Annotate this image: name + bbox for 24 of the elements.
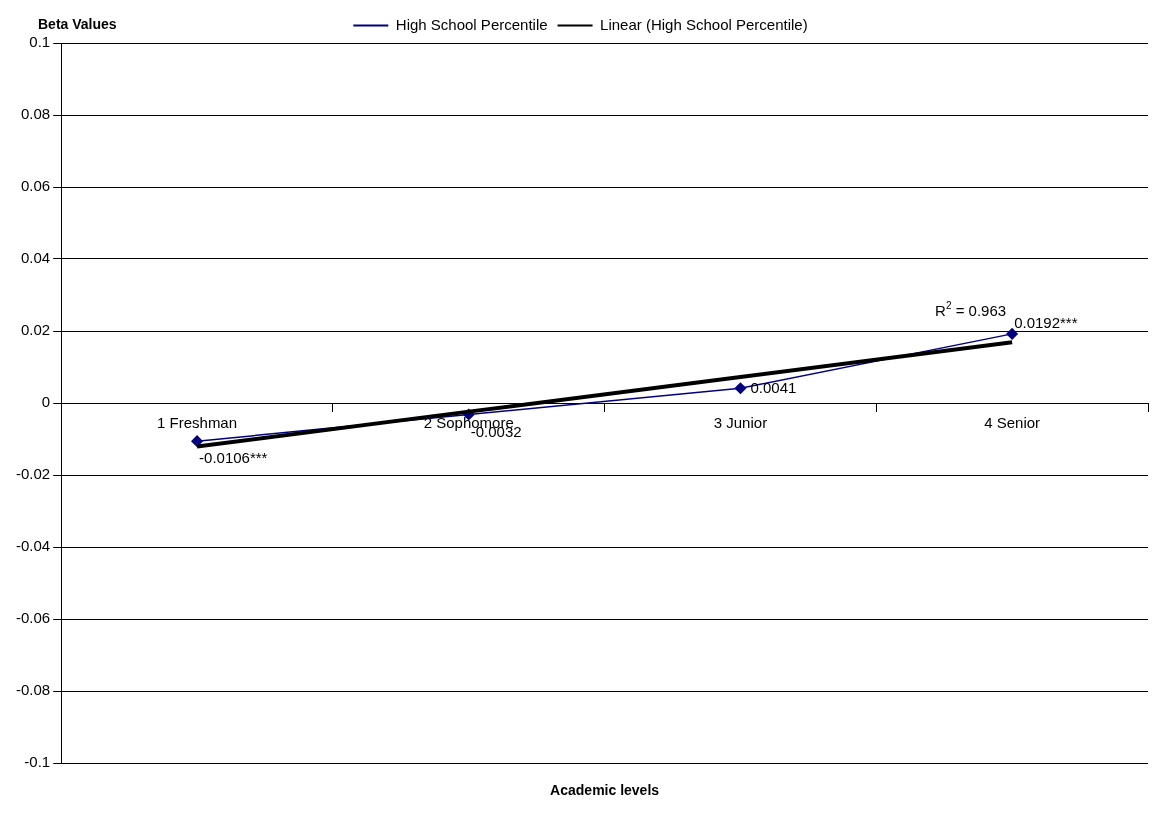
x-tick-label: 4 Senior — [984, 414, 1041, 432]
data-label: 0.0041 — [750, 379, 797, 397]
y-tick-label: -0.04 — [15, 537, 51, 555]
y-tick-label: 0.08 — [20, 105, 51, 123]
y-tick-label: 0.04 — [20, 249, 51, 267]
point — [191, 435, 203, 447]
legend-label: Linear (High School Percentile) — [600, 15, 808, 33]
y-tick-label: -0.06 — [15, 609, 51, 627]
data-label: 0.0192*** — [1014, 314, 1078, 332]
y-axis-title: Beta Values — [38, 15, 117, 32]
y-tick-label: 0.02 — [20, 321, 51, 339]
y-tick-label: -0.1 — [24, 753, 51, 771]
x-tick-label: 1 Freshman — [157, 414, 238, 432]
y-tick-label: -0.02 — [15, 465, 51, 483]
y-tick-label: 0 — [41, 393, 51, 411]
y-tick-label: -0.08 — [15, 681, 51, 699]
data-label: -0.0106*** — [199, 449, 268, 467]
legend-label: High School Percentile — [395, 15, 548, 33]
x-tick-label: 3 Junior — [713, 414, 768, 432]
x-axis-title: Academic levels — [550, 781, 660, 798]
point — [1006, 328, 1018, 340]
y-tick-label: 0.06 — [20, 177, 51, 195]
point — [734, 382, 747, 394]
y-tick-label: 0.1 — [29, 33, 51, 51]
